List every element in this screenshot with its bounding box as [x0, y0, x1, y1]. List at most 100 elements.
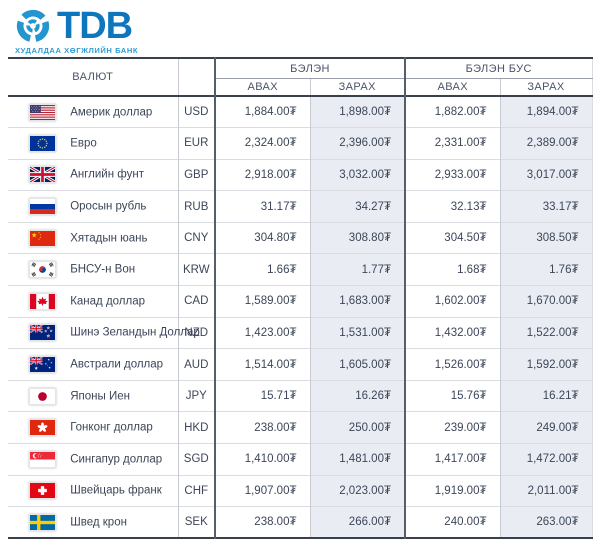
currency-cell: Хятадын юань	[8, 221, 178, 254]
column-header-noncash-buy: АВАХ	[404, 78, 500, 96]
cash-sell-rate: 1,898.00₮	[309, 96, 405, 128]
cash-sell-rate: 250.00₮	[309, 411, 405, 444]
currency-name: Канад доллар	[70, 295, 146, 308]
currency-name: БНСУ-н Вон	[70, 263, 136, 276]
flag-jp-icon	[29, 387, 56, 405]
noncash-sell-rate: 16.21₮	[499, 379, 593, 412]
noncash-sell-rate: 1,670.00₮	[499, 285, 593, 318]
flag-au-icon	[29, 356, 56, 374]
cash-buy-rate: 2,918.00₮	[214, 158, 310, 191]
noncash-buy-rate: 304.50₮	[404, 221, 500, 254]
noncash-buy-rate: 1.68₮	[404, 253, 500, 286]
noncash-buy-rate: 2,933.00₮	[404, 158, 500, 191]
currency-name: Гонконг доллар	[70, 421, 153, 434]
currency-cell: Оросын рубль	[8, 190, 178, 223]
noncash-sell-rate: 33.17₮	[499, 190, 593, 223]
currency-cell: Швед крон	[8, 506, 178, 539]
cash-sell-rate: 1,683.00₮	[309, 285, 405, 318]
cash-sell-rate: 1,481.00₮	[309, 443, 405, 476]
rate-row-eur: Евро EUR 2,324.00₮ 2,396.00₮ 2,331.00₮ 2…	[8, 127, 593, 160]
currency-name: Австрали доллар	[70, 358, 164, 371]
noncash-sell-rate: 1,472.00₮	[499, 443, 593, 476]
currency-name: Швейцарь франк	[70, 484, 162, 497]
rate-row-cny: Хятадын юань CNY 304.80₮ 308.80₮ 304.50₮…	[8, 221, 593, 254]
noncash-buy-rate: 15.76₮	[404, 379, 500, 412]
flag-sg-icon	[29, 450, 56, 468]
rate-row-hkd: Гонконг доллар HKD 238.00₮ 250.00₮ 239.0…	[8, 411, 593, 444]
currency-name: Америк доллар	[70, 106, 153, 119]
tdb-knot-icon	[14, 7, 52, 45]
currency-code: USD	[177, 96, 215, 128]
currency-code: CAD	[177, 285, 215, 318]
currency-code: SEK	[177, 506, 215, 539]
cash-sell-rate: 1.77₮	[309, 253, 405, 286]
currency-code: GBP	[177, 158, 215, 191]
noncash-buy-rate: 239.00₮	[404, 411, 500, 444]
rate-row-rub: Оросын рубль RUB 31.17₮ 34.27₮ 32.13₮ 33…	[8, 190, 593, 223]
rate-row-krw: БНСУ-н Вон KRW 1.66₮ 1.77₮ 1.68₮ 1.76₮	[8, 253, 593, 286]
noncash-buy-rate: 32.13₮	[404, 190, 500, 223]
currency-cell: Америк доллар	[8, 96, 178, 128]
flag-nz-icon	[29, 324, 56, 342]
noncash-sell-rate: 1,894.00₮	[499, 96, 593, 128]
currency-code: CNY	[177, 221, 215, 254]
column-header-cash-buy: АВАХ	[214, 78, 310, 96]
currency-code: CHF	[177, 474, 215, 507]
currency-name: Евро	[70, 137, 97, 150]
rate-row-aud: Австрали доллар AUD 1,514.00₮ 1,605.00₮ …	[8, 348, 593, 381]
column-header-cash-sell: ЗАРАХ	[309, 78, 405, 96]
column-group-noncash: БЭЛЭН БУС	[403, 58, 593, 79]
currency-name: Английн фунт	[70, 168, 144, 181]
noncash-sell-rate: 3,017.00₮	[499, 158, 593, 191]
cash-sell-rate: 266.00₮	[309, 506, 405, 539]
flag-se-icon	[29, 513, 56, 531]
rate-row-sgd: Сингапур доллар SGD 1,410.00₮ 1,481.00₮ …	[8, 443, 593, 476]
cash-buy-rate: 1,907.00₮	[214, 474, 310, 507]
bank-logo-text: TDB	[57, 5, 133, 47]
table-header: ВАЛЮТ БЭЛЭН БЭЛЭН БУС АВАХ ЗАРАХ АВАХ ЗА…	[8, 58, 593, 96]
currency-cell: Сингапур доллар	[8, 443, 178, 476]
currency-cell: Евро	[8, 127, 178, 160]
currency-code: AUD	[177, 348, 215, 381]
cash-sell-rate: 16.26₮	[309, 379, 405, 412]
noncash-buy-rate: 1,882.00₮	[404, 96, 500, 128]
currency-name: Хятадын юань	[70, 232, 148, 245]
currency-cell: Английн фунт	[8, 158, 178, 191]
flag-us-icon	[29, 103, 56, 121]
noncash-buy-rate: 1,432.00₮	[404, 316, 500, 349]
rate-row-sek: Швед крон SEK 238.00₮ 266.00₮ 240.00₮ 26…	[8, 506, 593, 539]
currency-cell: Гонконг доллар	[8, 411, 178, 444]
table-body: Америк доллар USD 1,884.00₮ 1,898.00₮ 1,…	[8, 96, 593, 539]
noncash-sell-rate: 1.76₮	[499, 253, 593, 286]
exchange-rate-table: ВАЛЮТ БЭЛЭН БЭЛЭН БУС АВАХ ЗАРАХ АВАХ ЗА…	[8, 57, 593, 540]
noncash-sell-rate: 1,522.00₮	[499, 316, 593, 349]
flag-gb-icon	[29, 166, 56, 184]
flag-kr-icon	[29, 261, 56, 279]
cash-buy-rate: 15.71₮	[214, 379, 310, 412]
rate-row-usd: Америк доллар USD 1,884.00₮ 1,898.00₮ 1,…	[8, 96, 593, 128]
cash-sell-rate: 1,531.00₮	[309, 316, 405, 349]
rate-row-cad: Канад доллар CAD 1,589.00₮ 1,683.00₮ 1,6…	[8, 285, 593, 318]
noncash-sell-rate: 1,592.00₮	[499, 348, 593, 381]
noncash-sell-rate: 263.00₮	[499, 506, 593, 539]
noncash-sell-rate: 308.50₮	[499, 221, 593, 254]
currency-cell: БНСУ-н Вон	[8, 253, 178, 286]
currency-name: Сингапур доллар	[70, 453, 163, 466]
noncash-buy-rate: 240.00₮	[404, 506, 500, 539]
bank-logo: TDB ХУДАЛДАА ХӨГЖЛИЙН БАНК	[0, 0, 600, 55]
cash-sell-rate: 1,605.00₮	[309, 348, 405, 381]
cash-sell-rate: 308.80₮	[309, 221, 405, 254]
currency-cell: Австрали доллар	[8, 348, 178, 381]
currency-cell: Шинэ Зеландын Доллар	[8, 316, 200, 349]
cash-sell-rate: 3,032.00₮	[309, 158, 405, 191]
cash-buy-rate: 1,423.00₮	[214, 316, 310, 349]
noncash-buy-rate: 1,919.00₮	[404, 474, 500, 507]
currency-name: Японы Иен	[70, 390, 130, 403]
cash-sell-rate: 34.27₮	[309, 190, 405, 223]
currency-code: RUB	[177, 190, 215, 223]
currency-code: SGD	[177, 443, 215, 476]
currency-code: EUR	[177, 127, 215, 160]
flag-ru-icon	[29, 198, 56, 216]
cash-sell-rate: 2,396.00₮	[309, 127, 405, 160]
cash-buy-rate: 31.17₮	[214, 190, 310, 223]
